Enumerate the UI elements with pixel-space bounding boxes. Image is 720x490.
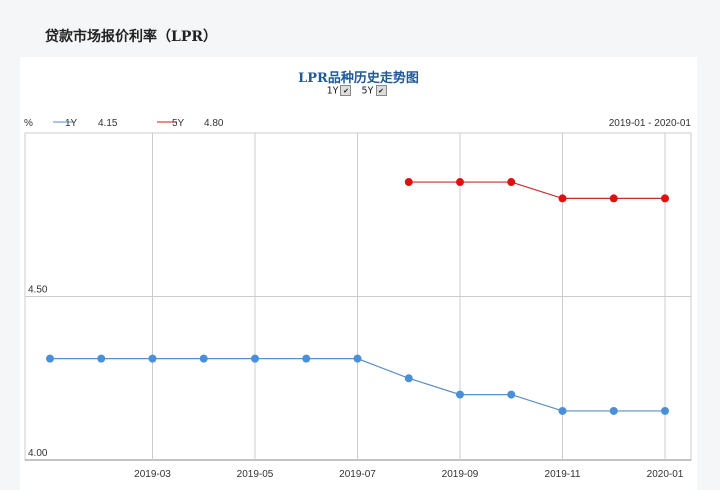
date-range: 2019-01 - 2020-01	[609, 118, 692, 129]
data-point-1Y[interactable]	[302, 354, 311, 363]
x-tick-label: 2019-03	[134, 469, 171, 480]
data-point-1Y[interactable]	[251, 354, 259, 363]
data-point-5Y[interactable]	[661, 194, 669, 203]
data-point-1Y[interactable]	[404, 374, 413, 383]
toggle-5y-checkbox[interactable]: ✔	[375, 85, 387, 96]
data-point-1Y[interactable]	[661, 406, 669, 415]
series-line-5Y	[408, 181, 665, 199]
x-tick-label: 2020-01	[647, 469, 684, 480]
data-point-5Y[interactable]	[609, 194, 618, 203]
data-point-1Y[interactable]	[507, 390, 516, 399]
x-tick-label: 2019-05	[237, 469, 274, 480]
data-point-1Y[interactable]	[199, 354, 208, 363]
data-point-1Y[interactable]	[456, 390, 464, 399]
toggle-1y-label: 1Y	[326, 85, 339, 97]
y-unit-label: %	[24, 118, 33, 129]
data-point-5Y[interactable]	[558, 194, 567, 203]
data-point-5Y[interactable]	[507, 178, 516, 187]
data-point-1Y[interactable]	[97, 354, 106, 363]
series-toggles: 1Y ✔ 5Y ✔	[20, 85, 697, 97]
toggle-1y-checkbox[interactable]: ✔	[340, 85, 352, 96]
data-point-1Y[interactable]	[353, 354, 362, 363]
x-tick-label: 2019-07	[339, 469, 376, 480]
toggle-5y-label: 5Y	[361, 85, 374, 97]
x-tick-label: 2019-11	[545, 469, 581, 480]
y-tick-label: 4.00	[28, 448, 48, 459]
x-tick-label: 2019-09	[442, 469, 479, 480]
data-point-5Y[interactable]	[456, 178, 464, 187]
legend-1y-value: 4.15	[98, 118, 118, 129]
chart-title: LPR品种历史走势图	[298, 71, 419, 86]
chart-panel: LPR品种历史走势图 1Y ✔ 5Y ✔ % 1Y 4.15 5Y 4.80 201…	[20, 57, 697, 490]
y-tick-label: 4.50	[28, 285, 48, 296]
section-heading: 贷款市场报价利率（LPR）	[45, 29, 218, 45]
data-point-1Y[interactable]	[148, 354, 157, 363]
data-point-5Y[interactable]	[404, 178, 413, 187]
legend-5y-value: 4.80	[204, 118, 224, 129]
data-point-1Y[interactable]	[558, 406, 567, 415]
legend-5y-name: 5Y	[172, 118, 185, 129]
data-point-1Y[interactable]	[609, 406, 618, 415]
line-chart: % 1Y 4.15 5Y 4.80 2019-01 - 2020-01 4.00…	[24, 118, 692, 480]
data-point-1Y[interactable]	[46, 354, 54, 363]
legend-1y-name: 1Y	[65, 118, 78, 129]
